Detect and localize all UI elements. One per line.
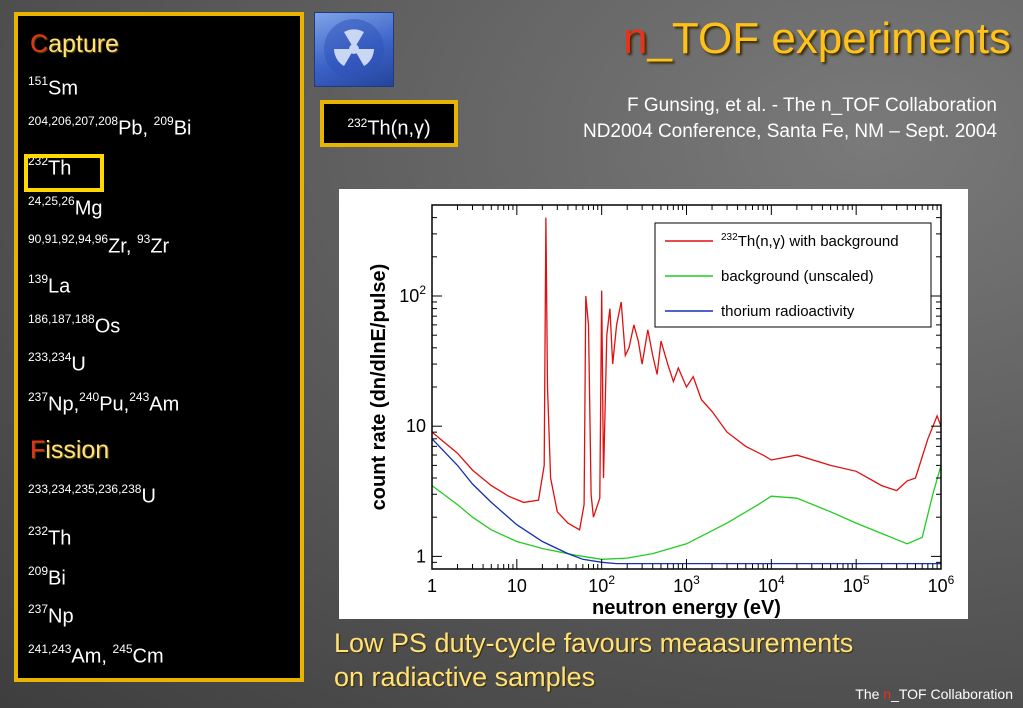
legend-label: 232Th(n,γ) with background [721,232,899,250]
capture-isotope: 90,91,92,94,96Zr, 93Zr [28,232,170,258]
radiation-icon [314,12,394,87]
series-line-1 [431,217,942,531]
x-tick-label: 103 [673,573,700,596]
capture-isotope: 139La [28,272,71,298]
y-tick-label: 10 [406,416,426,436]
fission-isotope: 241,243Am, 245Cm [28,642,164,668]
y-tick-label: 1 [416,546,426,566]
capture-isotope: 204,206,207,208Pb, 209Bi [28,114,192,140]
capture-isotope: 151Sm [28,74,79,100]
x-tick-label: 106 [928,573,955,596]
fission-isotope: 233,234,235,236,238U [28,482,156,508]
credit-line-1: F Gunsing, et al. - The n_TOF Collaborat… [627,95,997,116]
fission-isotope: 237Np [28,602,74,628]
highlight-box-th232 [24,154,104,192]
footer-line-2: on radiactive samples [334,662,596,692]
capture-isotope: 233,234U [28,350,86,376]
footer-note: Low PS duty-cycle favours meaasurements … [334,626,853,694]
fission-isotope: 209Bi [28,564,66,590]
credit-line-2: ND2004 Conference, Santa Fe, NM – Sept. … [582,121,997,142]
y-axis-label: count rate (dn/dlnE/pulse) [368,264,390,511]
x-tick-label: 102 [588,573,615,596]
capture-isotope: 24,25,26Mg [28,194,103,220]
x-tick-label: 10 [507,576,527,596]
capture-heading: Capture [30,30,119,58]
x-tick-label: 105 [843,573,870,596]
legend-label: thorium radioactivity [721,303,855,320]
page-title: n_TOF experiments [622,14,1011,63]
x-axis-label: neutron energy (eV) [592,597,781,619]
series-line-3 [431,438,941,565]
reaction-label: 232Th(n,γ) [320,100,458,147]
footer-line-1: Low PS duty-cycle favours meaasurements [334,628,854,658]
x-tick-label: 104 [758,573,785,596]
count-rate-chart: 1 10 102 103 104 105 106 1 10 102 neutron energy (… [339,189,968,619]
series-line-2 [431,465,942,560]
fission-isotope: 232Th [28,524,72,550]
capture-isotope: 186,187,188Os [28,312,121,338]
collaboration-credit: The n_TOF Collaboration [855,686,1013,702]
y-tick-label: 102 [399,283,426,306]
capture-isotope: 237Np,240Pu,243Am [28,390,180,416]
fission-heading: Fission [30,436,110,464]
isotope-list-panel: Capture 151Sm 204,206,207,208Pb, 209Bi 232… [14,12,304,682]
x-tick-label: 1 [427,576,437,596]
legend-label: background (unscaled) [721,268,874,285]
